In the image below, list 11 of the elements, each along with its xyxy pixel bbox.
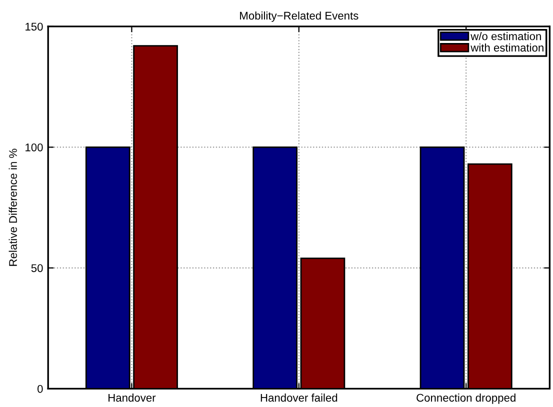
y-tick-label: 150: [26, 22, 43, 31]
y-axis-title: Relative Difference in %: [8, 148, 17, 266]
x-tick-label: Handover failed: [260, 394, 338, 402]
y-tick-label: 100: [26, 143, 43, 152]
chart-title: Mobility−Related Events: [240, 11, 358, 22]
legend-label: w/o estimation: [470, 32, 541, 40]
x-tick-label: Connection dropped: [416, 394, 516, 404]
y-tick-label: 0: [38, 384, 43, 393]
x-tick-label: Handover: [108, 394, 156, 402]
y-tick-label: 50: [31, 264, 43, 272]
legend-label: with estimation: [470, 43, 544, 52]
